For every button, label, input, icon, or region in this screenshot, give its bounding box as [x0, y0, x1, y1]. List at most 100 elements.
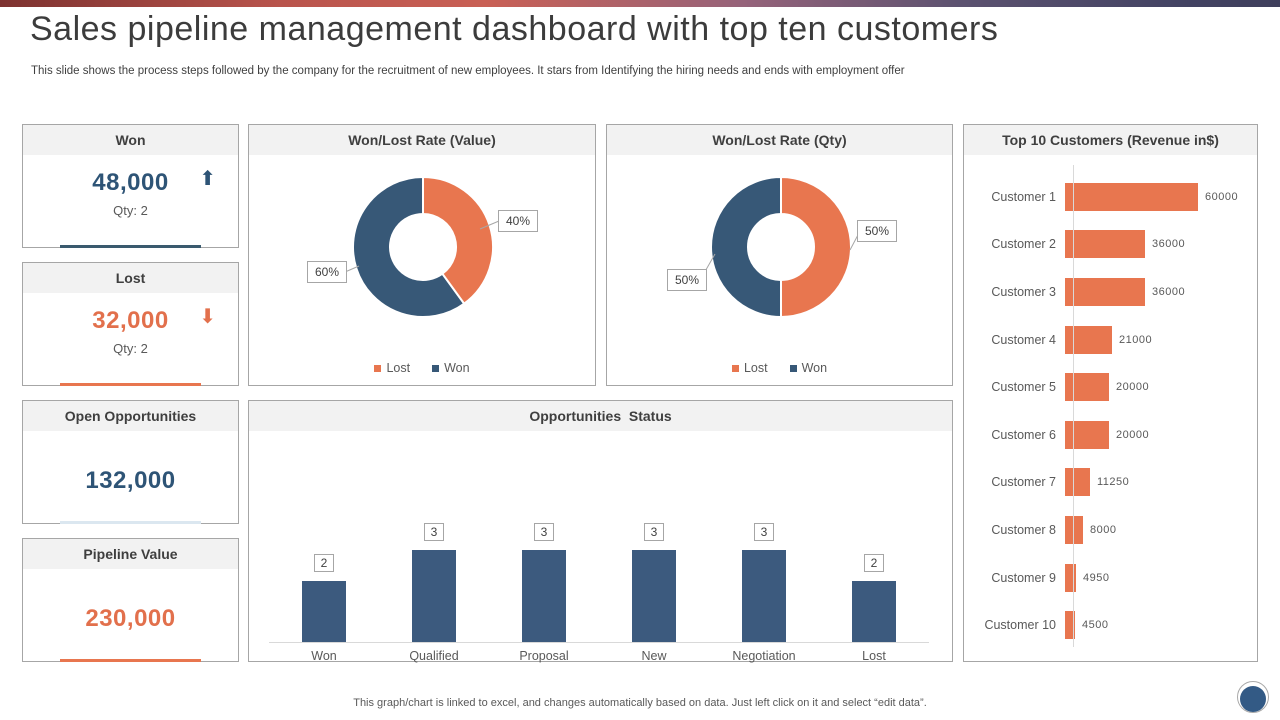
- opportunities-status-chart[interactable]: Opportunities Status 2 3 3 3 3 2 Won Qualified…: [248, 400, 953, 663]
- corner-decoration-ring: [1237, 681, 1269, 713]
- x-axis-labels: Won Qualified Proposal New Negotiation Lost: [269, 649, 929, 663]
- customer-row: Customer 8 8000: [964, 506, 1257, 554]
- category-label: Customer 6: [991, 427, 1056, 442]
- top-10-customers-title: Top 10 Customers (Revenue in$): [964, 125, 1257, 155]
- revenue-bar[interactable]: [1065, 277, 1145, 306]
- donut-slice-lost[interactable]: [422, 175, 494, 306]
- legend-item-lost: Lost: [731, 361, 768, 375]
- category-label: Customer 7: [991, 475, 1056, 490]
- customer-row: Customer 3 36000: [964, 268, 1257, 316]
- won-lost-rate-value-chart[interactable]: Won/Lost Rate (Value) 40% 60% Lost Won: [248, 124, 596, 386]
- x-axis-label: Negotiation: [732, 649, 796, 663]
- y-axis-line: [1073, 165, 1074, 647]
- x-axis-label: Qualified: [409, 649, 459, 663]
- value-label: 8000: [1090, 523, 1117, 536]
- data-label-callout: 50%: [857, 220, 898, 242]
- chart-legend: Lost Won: [607, 361, 952, 375]
- donut-slice-lost[interactable]: [780, 175, 852, 319]
- won-lost-rate-qty-chart[interactable]: Won/Lost Rate (Qty) 50% 50% Lost Won: [606, 124, 953, 386]
- donut-slice-won[interactable]: [710, 175, 782, 319]
- kpi-card-won-title: Won: [23, 125, 238, 155]
- status-column-won: 2: [269, 554, 379, 642]
- customer-row: Customer 6 20000: [964, 411, 1257, 459]
- donut-chart-qty[interactable]: [607, 155, 954, 387]
- data-label-box: 2: [863, 554, 885, 572]
- status-bar[interactable]: [742, 550, 786, 642]
- kpi-card-pipeline-value[interactable]: Pipeline Value 230,000: [22, 538, 239, 662]
- legend-label: Won: [801, 361, 828, 375]
- bar-plot-area: Customer 1 60000 Customer 2 36000 Customer 3…: [964, 155, 1257, 661]
- footer-note: This graph/chart is linked to excel, and…: [353, 697, 927, 709]
- legend-label: Lost: [386, 361, 411, 375]
- donut-slice-won[interactable]: [352, 175, 466, 318]
- data-label-box: 3: [643, 523, 665, 541]
- revenue-bar[interactable]: [1065, 420, 1109, 449]
- revenue-bar[interactable]: [1065, 515, 1083, 544]
- callout-leader-line: [344, 265, 360, 273]
- category-label: Customer 10: [984, 618, 1056, 633]
- value-label: 21000: [1119, 333, 1153, 346]
- revenue-bar[interactable]: [1065, 611, 1075, 640]
- kpi-card-lost[interactable]: Lost 32,000 ⬇ Qty: 2: [22, 262, 239, 386]
- data-label-callout: 60%: [307, 261, 348, 283]
- kpi-won-qty: Qty: 2: [113, 203, 148, 218]
- category-label: Customer 8: [991, 522, 1056, 537]
- status-column-lost: 2: [819, 554, 929, 642]
- value-label: 4950: [1083, 571, 1110, 584]
- category-label: Customer 9: [991, 570, 1056, 585]
- callout-leader-line: [479, 220, 500, 230]
- value-label: 60000: [1205, 190, 1239, 203]
- kpi-card-pipeline-value-title: Pipeline Value: [23, 539, 238, 569]
- won-lost-rate-qty-title: Won/Lost Rate (Qty): [607, 125, 952, 155]
- page-subtitle: This slide shows the process steps follo…: [31, 65, 905, 77]
- page-title: Sales pipeline management dashboard with…: [30, 10, 999, 48]
- accent-underline: [59, 245, 202, 248]
- category-label: Customer 5: [991, 380, 1056, 395]
- revenue-bar[interactable]: [1065, 373, 1109, 402]
- data-label-box: 3: [753, 523, 775, 541]
- donut-chart-value[interactable]: [249, 155, 597, 387]
- won-lost-rate-value-title: Won/Lost Rate (Value): [249, 125, 595, 155]
- revenue-bar[interactable]: [1065, 182, 1198, 211]
- legend-swatch-icon: [731, 364, 739, 372]
- kpi-card-won[interactable]: Won 48,000 ⬆ Qty: 2: [22, 124, 239, 248]
- status-bar[interactable]: [852, 581, 896, 642]
- customer-row: Customer 2 36000: [964, 221, 1257, 269]
- x-axis-label: New: [641, 649, 667, 663]
- revenue-bar[interactable]: [1065, 468, 1090, 497]
- x-axis-label: Proposal: [519, 649, 569, 663]
- status-column-proposal: 3: [489, 523, 599, 642]
- status-column-new: 3: [599, 523, 709, 642]
- status-bar[interactable]: [412, 550, 456, 642]
- revenue-bar[interactable]: [1065, 230, 1145, 259]
- customer-row: Customer 10 4500: [964, 601, 1257, 649]
- x-axis-label: Won: [311, 649, 337, 663]
- value-label: 36000: [1152, 285, 1186, 298]
- accent-underline: [59, 659, 202, 662]
- legend-swatch-icon: [374, 364, 382, 372]
- category-label: Customer 1: [991, 189, 1056, 204]
- data-label-box: 3: [533, 523, 555, 541]
- kpi-card-lost-title: Lost: [23, 263, 238, 293]
- status-bar[interactable]: [302, 581, 346, 642]
- down-arrow-icon: ⬇: [199, 306, 216, 328]
- up-arrow-icon: ⬆: [199, 168, 216, 190]
- kpi-won-value: 48,000: [92, 169, 169, 196]
- corner-decoration-dot-icon[interactable]: [1240, 686, 1266, 712]
- value-label: 4500: [1082, 619, 1109, 632]
- legend-swatch-icon: [789, 364, 797, 372]
- kpi-card-open-opportunities[interactable]: Open Opportunities 132,000: [22, 400, 239, 524]
- category-label: Customer 3: [991, 284, 1056, 299]
- value-label: 11250: [1097, 476, 1130, 489]
- legend-item-won: Won: [789, 361, 828, 375]
- revenue-bar[interactable]: [1065, 325, 1112, 354]
- status-bar[interactable]: [632, 550, 676, 642]
- top-10-customers-chart[interactable]: Top 10 Customers (Revenue in$) Customer …: [963, 124, 1258, 662]
- legend-label: Lost: [743, 361, 768, 375]
- revenue-bar[interactable]: [1065, 563, 1076, 592]
- accent-underline: [59, 521, 202, 524]
- accent-underline: [59, 383, 202, 386]
- status-bar[interactable]: [522, 550, 566, 642]
- kpi-card-open-opportunities-title: Open Opportunities: [23, 401, 238, 431]
